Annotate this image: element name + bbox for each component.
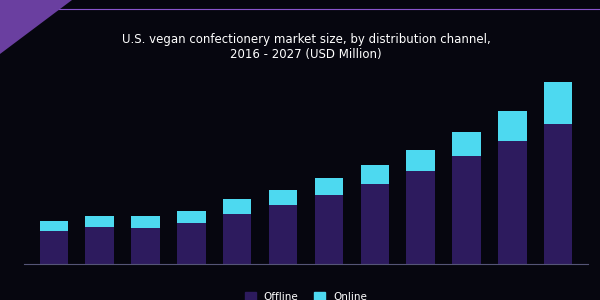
Bar <box>269 206 297 264</box>
Bar <box>452 132 481 156</box>
Bar <box>40 231 68 264</box>
Bar <box>40 221 68 231</box>
Bar <box>315 178 343 195</box>
Bar <box>544 124 572 264</box>
Bar <box>406 150 435 171</box>
Bar <box>85 227 114 264</box>
Bar <box>223 214 251 264</box>
Bar <box>361 184 389 264</box>
Title: U.S. vegan confectionery market size, by distribution channel,
2016 - 2027 (USD : U.S. vegan confectionery market size, by… <box>122 33 490 61</box>
Bar <box>498 141 527 264</box>
Bar <box>85 216 114 227</box>
Bar <box>361 165 389 184</box>
Bar <box>544 82 572 124</box>
Bar <box>315 195 343 264</box>
Bar <box>131 216 160 228</box>
Legend: Offline, Online: Offline, Online <box>245 292 367 300</box>
Bar <box>177 223 206 264</box>
Bar <box>131 228 160 264</box>
Bar <box>406 171 435 264</box>
Bar <box>223 199 251 214</box>
Bar <box>498 111 527 141</box>
Bar <box>269 190 297 206</box>
Bar <box>177 211 206 223</box>
Bar <box>452 156 481 264</box>
